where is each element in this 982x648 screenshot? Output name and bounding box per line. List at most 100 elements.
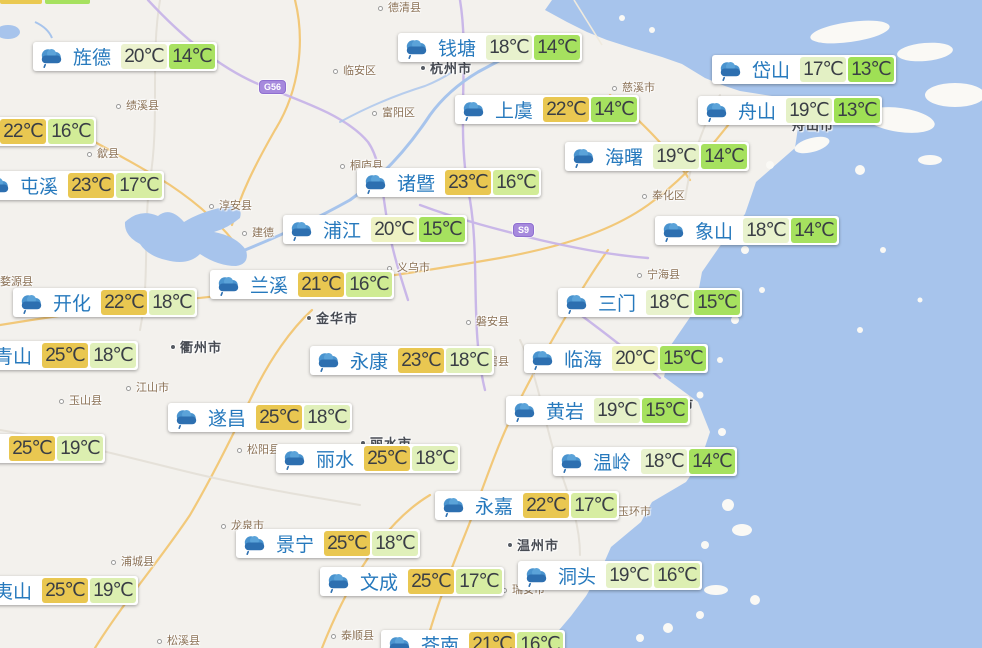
- low-temp: 15℃: [694, 290, 741, 315]
- low-temp: 19℃: [57, 436, 103, 461]
- weather-label-临海[interactable]: 临海 20℃ 15℃: [524, 344, 709, 373]
- place-marker: [306, 315, 312, 321]
- weather-label-开化[interactable]: 开化 22℃ 18℃: [13, 288, 198, 317]
- place-marker: [331, 634, 336, 639]
- weather-label-文成[interactable]: 文成 25℃ 17℃: [320, 567, 505, 596]
- city-name-label: 屯溪: [20, 177, 59, 198]
- low-temp: 18℃: [412, 446, 459, 471]
- map-place-label: 绩溪县: [126, 100, 159, 112]
- weather-label-三门[interactable]: 三门 18℃ 15℃: [558, 288, 743, 317]
- high-temp: 18℃: [641, 449, 688, 474]
- low-temp: 17℃: [456, 569, 503, 594]
- map-place-label: 江山市: [136, 382, 169, 394]
- weather-label-温岭[interactable]: 温岭 18℃ 14℃: [553, 447, 738, 476]
- high-temp: 18℃: [486, 35, 533, 60]
- map-place-label: 杭州市: [430, 61, 473, 76]
- place-marker: [637, 273, 642, 278]
- weather-label-钱塘[interactable]: 钱塘 18℃ 14℃: [398, 33, 583, 62]
- city-name-label: 黄岩: [546, 402, 585, 423]
- cloud-rain-icon: [718, 59, 744, 81]
- weather-label-景宁[interactable]: 景宁 25℃ 18℃: [236, 529, 421, 558]
- bay-bridge: [573, 0, 603, 46]
- high-temp: 22℃: [523, 493, 570, 518]
- high-temp: 19℃: [606, 563, 653, 588]
- cloud-rain-icon: [571, 146, 597, 168]
- islands: [619, 15, 982, 642]
- weather-label-苍南[interactable]: 苍南 21℃ 16℃: [381, 630, 566, 648]
- cloud-rain-icon: [530, 348, 556, 370]
- weather-label-遂昌[interactable]: 遂昌 25℃ 18℃: [168, 403, 353, 432]
- weather-label-舟山[interactable]: 舟山 19℃ 13℃: [698, 96, 883, 125]
- cloud-rain-icon: [0, 175, 12, 197]
- weather-label-岱山[interactable]: 岱山 17℃ 13℃: [712, 55, 897, 84]
- weather-label[interactable]: 22℃ 16℃: [0, 117, 96, 146]
- map-place-label: 瑞安市: [512, 584, 545, 596]
- place-marker: [612, 86, 617, 91]
- low-temp: 18℃: [304, 405, 351, 430]
- place-marker: [126, 386, 131, 391]
- place-marker: [170, 344, 176, 350]
- city-name-label: 三门: [598, 294, 637, 315]
- weather-label-上虞[interactable]: 上虞 22℃ 14℃: [455, 95, 640, 124]
- weather-label-兰溪[interactable]: 兰溪 21℃ 16℃: [210, 270, 395, 299]
- low-temp: 19℃: [90, 578, 137, 603]
- cloud-rain-icon: [39, 46, 65, 68]
- weather-label-洞头[interactable]: 洞头 19℃ 16℃: [518, 561, 703, 590]
- place-marker: [372, 111, 377, 116]
- high-temp: 20℃: [371, 217, 418, 242]
- weather-label[interactable]: 25℃ 19℃: [0, 434, 105, 463]
- lake-shape: [0, 25, 20, 39]
- city-name-label: 开化: [53, 294, 92, 315]
- high-temp: 19℃: [594, 398, 641, 423]
- low-temp: 16℃: [517, 632, 564, 648]
- weather-label-旌德[interactable]: 旌德 20℃ 14℃: [33, 42, 218, 71]
- weather-label-夷山[interactable]: 夷山 25℃ 19℃: [0, 576, 139, 605]
- map-place-label: 奉化区: [652, 190, 685, 202]
- map-place-label: 义乌市: [397, 262, 430, 274]
- cloud-rain-icon: [404, 37, 430, 59]
- low-temp: 15℃: [660, 346, 707, 371]
- low-temp: 18℃: [90, 343, 137, 368]
- high-temp: 25℃: [364, 446, 411, 471]
- map-place-label: 玉山县: [69, 395, 102, 407]
- weather-label-浦江[interactable]: 浦江 20℃ 15℃: [283, 215, 468, 244]
- weather-label-屯溪[interactable]: 屯溪 23℃ 17℃: [0, 171, 165, 200]
- high-temp: 23℃: [445, 170, 492, 195]
- city-name-label: 临海: [564, 350, 603, 371]
- cloud-rain-icon: [19, 292, 45, 314]
- map-place-label: 泰顺县: [341, 630, 374, 642]
- low-temp: 17℃: [571, 493, 618, 518]
- weather-label-黄岩[interactable]: 黄岩 19℃ 15℃: [506, 396, 691, 425]
- river-line: [34, 21, 53, 39]
- high-temp: 22℃: [543, 97, 590, 122]
- high-temp: 19℃: [653, 144, 700, 169]
- place-marker: [59, 399, 64, 404]
- city-name-label: 夷山: [0, 582, 33, 603]
- map-place-label: 临安区: [343, 65, 376, 77]
- city-name-label: 丽水: [316, 450, 355, 471]
- cloud-rain-icon: [559, 451, 585, 473]
- low-temp: 14℃: [701, 144, 748, 169]
- low-temp: 15℃: [419, 217, 466, 242]
- place-marker: [340, 164, 345, 169]
- cloud-rain-icon: [326, 571, 352, 593]
- weather-label-诸暨[interactable]: 诸暨 23℃ 16℃: [357, 168, 542, 197]
- high-temp: 25℃: [408, 569, 455, 594]
- map-place-label: 浦城县: [121, 556, 154, 568]
- weather-label-永康[interactable]: 永康 23℃ 18℃: [310, 346, 495, 375]
- place-marker: [111, 560, 116, 565]
- low-temp: 14℃: [169, 44, 216, 69]
- weather-label-海曙[interactable]: 海曙 19℃ 14℃: [565, 142, 750, 171]
- weather-label-象山[interactable]: 象山 18℃ 14℃: [655, 216, 840, 245]
- high-temp: 20℃: [612, 346, 659, 371]
- city-name-label: 浦江: [323, 221, 362, 242]
- cloud-rain-icon: [174, 407, 200, 429]
- cloud-rain-icon: [316, 350, 342, 372]
- place-marker: [378, 6, 383, 11]
- map-place-label: 磐安县: [476, 316, 509, 328]
- weather-label-永嘉[interactable]: 永嘉 22℃ 17℃: [435, 491, 620, 520]
- weather-label-青山[interactable]: 青山 25℃ 18℃: [0, 341, 139, 370]
- weather-label-丽水[interactable]: 丽水 25℃ 18℃: [276, 444, 461, 473]
- low-temp: 14℃: [534, 35, 581, 60]
